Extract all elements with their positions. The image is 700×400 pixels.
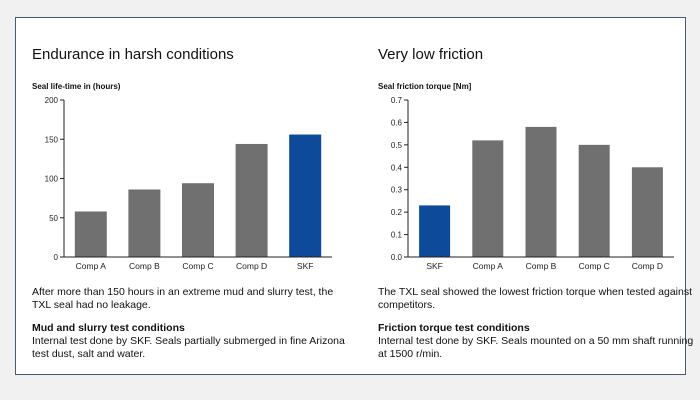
y-tick-label: 50 (49, 214, 58, 223)
bar-competitor (74, 211, 107, 257)
y-tick-label: 200 (45, 96, 59, 105)
bar-competitor (525, 126, 557, 258)
chart-axis-label: Seal life-time in (hours) (32, 82, 121, 91)
x-tick-label: Comp B (526, 261, 557, 271)
x-tick-label: SKF (297, 261, 314, 271)
x-tick-label: Comp B (129, 261, 160, 271)
bar-skf (289, 134, 322, 257)
x-tick-label: Comp C (182, 261, 213, 271)
y-tick-label: 0.0 (391, 253, 403, 262)
comparison-card: Endurance in harsh conditions Seal life-… (15, 17, 693, 375)
y-tick-label: 0.6 (391, 118, 403, 127)
y-tick-label: 0.2 (391, 208, 403, 217)
x-tick-label: Comp A (473, 261, 504, 271)
y-tick-label: 0 (54, 253, 59, 262)
conditions-text: Internal test done by SKF. Seals partial… (32, 335, 345, 360)
chart-axis-label: Seal friction torque [Nm] (378, 82, 472, 91)
panel-title: Very low friction (378, 46, 484, 63)
bar-skf (419, 205, 451, 257)
chart-description: The TXL seal showed the lowest friction … (378, 286, 693, 311)
x-tick-label: SKF (426, 261, 443, 271)
y-tick-label: 0.3 (391, 186, 403, 195)
bar-competitor (128, 189, 161, 257)
y-tick-label: 150 (45, 135, 59, 144)
seal-lifetime-chart: 0 50 100 150 200 Comp A Comp B Comp C Comp D SKF (45, 96, 332, 271)
conditions-text: Internal test done by SKF. Seals mounted… (378, 335, 694, 360)
y-tick-label: 0.4 (391, 163, 403, 172)
conditions-heading: Friction torque test conditions (378, 322, 530, 334)
chart-description: After more than 150 hours in an extreme … (32, 286, 334, 311)
bar-competitor (235, 143, 268, 257)
panel-title: Endurance in harsh conditions (32, 46, 234, 63)
x-tick-label: Comp D (236, 261, 267, 271)
friction-torque-chart: 0.0 0.1 0.2 0.3 0.4 0.5 0.6 0.7 SKF Comp A Comp B C… (391, 96, 674, 271)
conditions-heading: Mud and slurry test conditions (32, 322, 185, 334)
y-tick-label: 0.5 (391, 141, 403, 150)
y-tick-label: 0.1 (391, 231, 403, 240)
x-tick-label: Comp A (76, 261, 107, 271)
bar-competitor (182, 183, 214, 257)
x-tick-label: Comp D (632, 261, 663, 271)
y-tick-label: 0.7 (391, 96, 403, 105)
y-tick-label: 100 (45, 175, 59, 184)
x-tick-label: Comp C (579, 261, 610, 271)
bar-competitor (578, 144, 610, 257)
bar-competitor (631, 167, 663, 257)
bar-competitor (472, 140, 504, 257)
